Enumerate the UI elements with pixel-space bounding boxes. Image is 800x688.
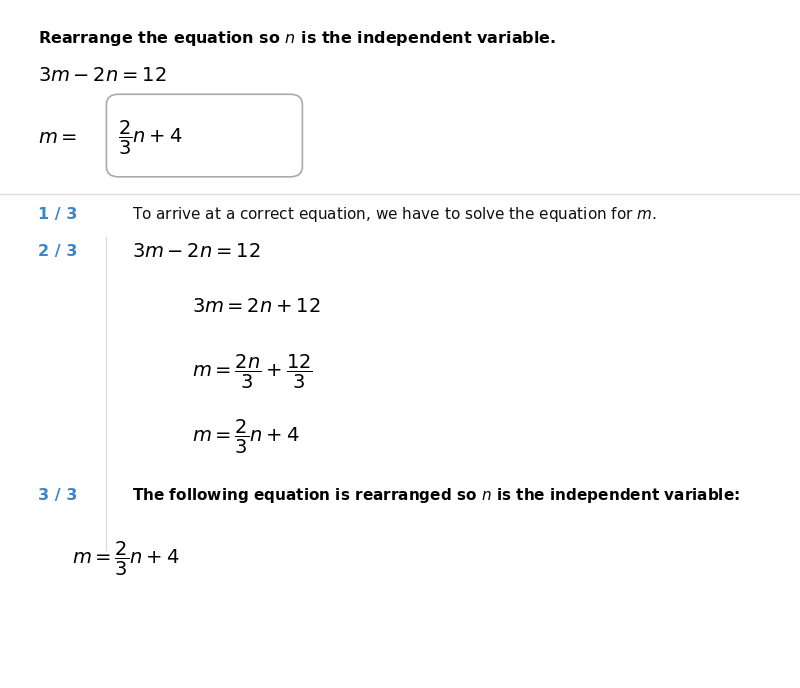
Text: $m = \dfrac{2}{3}n + 4$: $m = \dfrac{2}{3}n + 4$	[72, 539, 179, 578]
Text: $3m = 2n + 12$: $3m = 2n + 12$	[192, 297, 321, 316]
Text: 2 / 3: 2 / 3	[38, 244, 78, 259]
FancyBboxPatch shape	[106, 94, 302, 177]
Text: $m = $: $m = $	[38, 128, 78, 147]
Text: Rearrange the equation so $n$ is the independent variable.: Rearrange the equation so $n$ is the ind…	[38, 29, 557, 48]
Text: $\dfrac{2}{3}n + 4$: $\dfrac{2}{3}n + 4$	[118, 118, 183, 157]
Text: $m = \dfrac{2}{3}n + 4$: $m = \dfrac{2}{3}n + 4$	[192, 418, 299, 456]
Text: 1 / 3: 1 / 3	[38, 207, 78, 222]
Text: To arrive at a correct equation, we have to solve the equation for $m$.: To arrive at a correct equation, we have…	[132, 205, 657, 224]
Text: The following equation is rearranged so $n$ is the independent variable:: The following equation is rearranged so …	[132, 486, 740, 505]
Text: $3m - 2n = 12$: $3m - 2n = 12$	[132, 241, 261, 261]
Text: $m = \dfrac{2n}{3} + \dfrac{12}{3}$: $m = \dfrac{2n}{3} + \dfrac{12}{3}$	[192, 352, 313, 391]
Text: 3 / 3: 3 / 3	[38, 488, 78, 503]
Text: $3m - 2n = 12$: $3m - 2n = 12$	[38, 66, 167, 85]
